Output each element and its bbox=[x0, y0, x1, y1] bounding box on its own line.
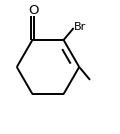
Text: Br: Br bbox=[74, 22, 86, 32]
Text: O: O bbox=[28, 4, 38, 17]
